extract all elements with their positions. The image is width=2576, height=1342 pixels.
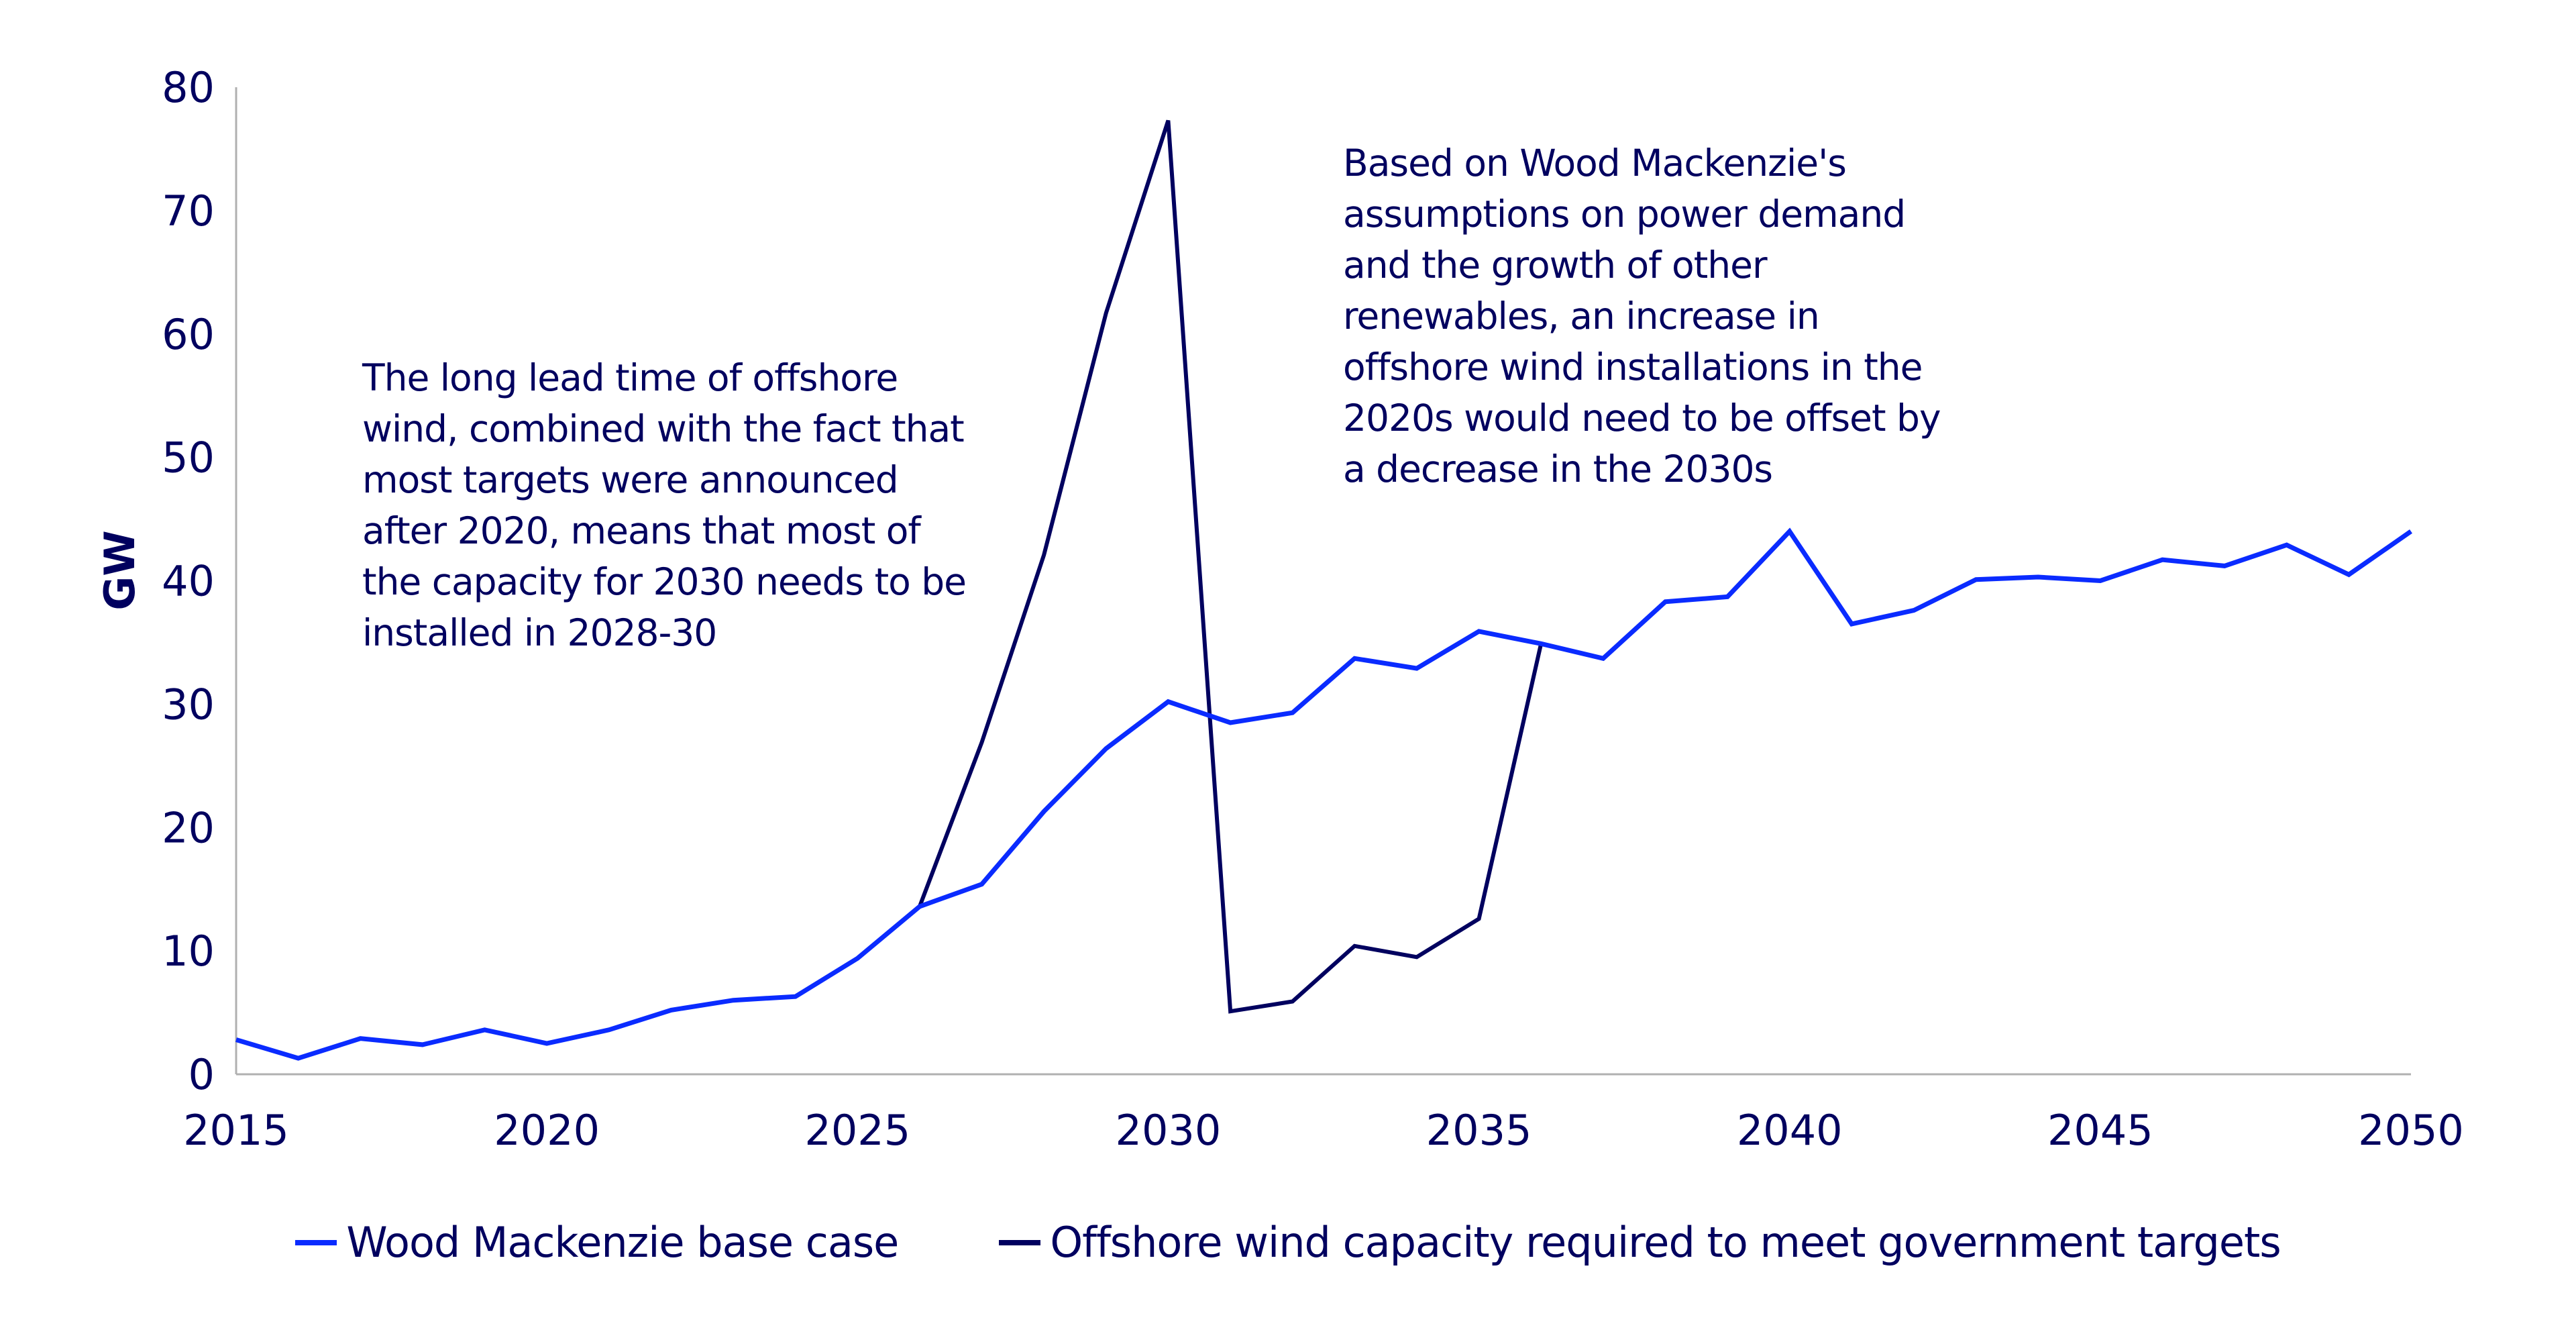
y-tick-label: 30 — [162, 680, 215, 729]
x-tick-label: 2045 — [2047, 1106, 2153, 1155]
x-tick-label: 2050 — [2358, 1106, 2464, 1155]
x-tick-label: 2030 — [1116, 1106, 1222, 1155]
x-tick-label: 2040 — [1737, 1106, 1843, 1155]
x-tick-label: 2020 — [494, 1106, 600, 1155]
y-tick-label: 60 — [162, 310, 215, 359]
series-line-base-case — [235, 527, 2412, 1061]
legend-label-base-case: Wood Mackenzie base case — [346, 1218, 899, 1267]
x-tick-label: 2035 — [1426, 1106, 1532, 1155]
y-tick-label: 10 — [162, 927, 215, 976]
y-tick-label: 70 — [162, 187, 215, 236]
legend-label-targets: Offshore wind capacity required to meet … — [1050, 1218, 2281, 1267]
y-tick-label: 40 — [162, 557, 215, 606]
x-tick-label: 2025 — [804, 1106, 910, 1155]
x-tick-label: 2015 — [183, 1106, 289, 1155]
annotation-offset: Based on Wood Mackenzie's assumptions on… — [1343, 142, 1941, 491]
legend-swatch-targets — [999, 1239, 1041, 1245]
legend-swatch-base-case — [295, 1239, 337, 1245]
legend: Wood Mackenzie base case Offshore wind c… — [0, 1218, 2576, 1267]
y-tick-label: 80 — [162, 63, 215, 112]
y-tick-label: 20 — [162, 803, 215, 852]
series-layer — [235, 119, 2412, 1061]
y-tick-label: 0 — [189, 1050, 215, 1099]
y-axis-title: GW — [95, 530, 144, 610]
y-axis: 0 10 20 30 40 50 60 70 80 — [162, 63, 237, 1099]
y-tick-label: 50 — [162, 433, 215, 482]
legend-item-targets[interactable]: Offshore wind capacity required to meet … — [999, 1218, 2282, 1267]
legend-item-base-case[interactable]: Wood Mackenzie base case — [295, 1218, 899, 1267]
annotation-lead-time: The long lead time of offshore wind, com… — [362, 356, 967, 654]
x-axis: 2015 2020 2025 2030 2035 2040 2045 2050 — [183, 1073, 2464, 1155]
